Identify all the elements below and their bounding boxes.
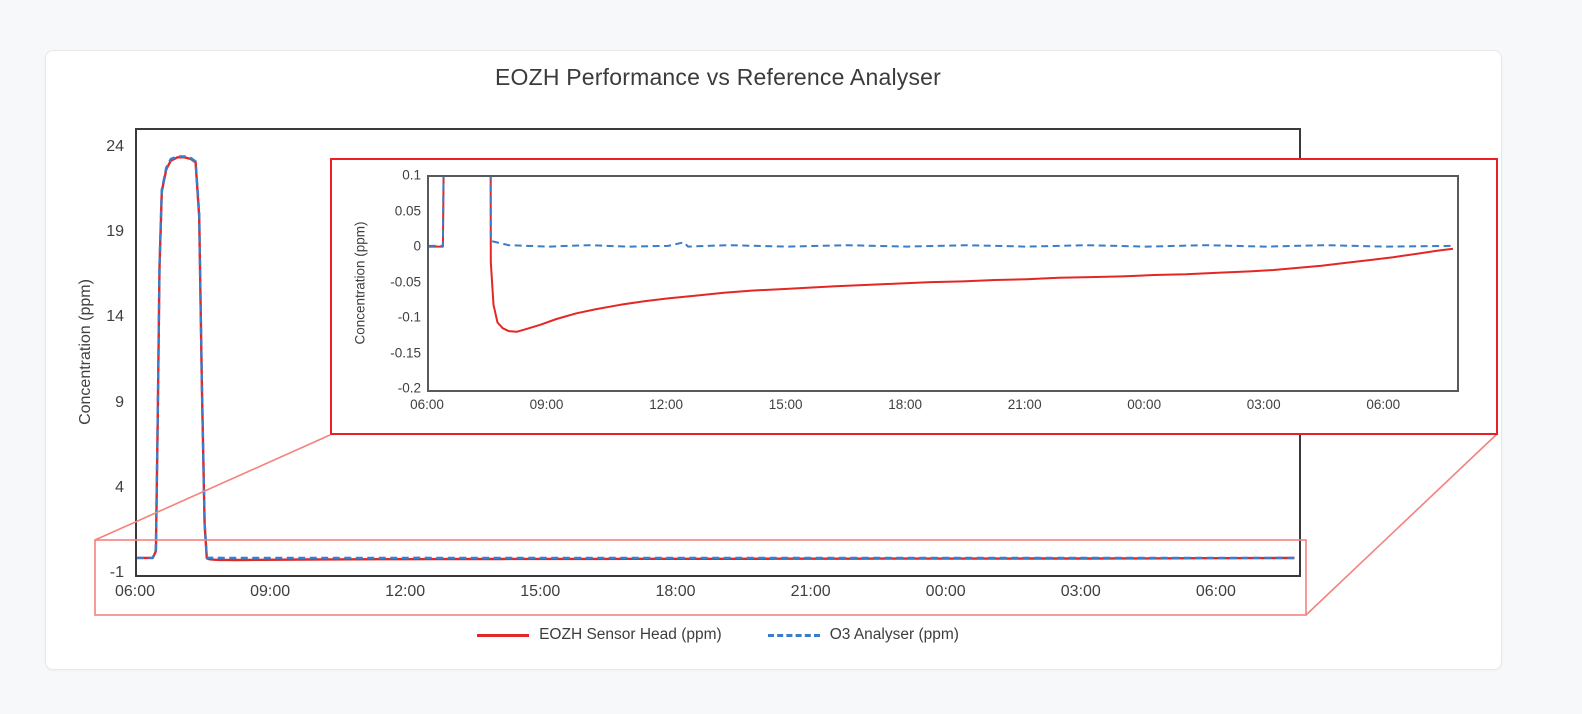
inset-y-tick-label: 0.05 [394, 203, 421, 218]
main-x-tick-label: 18:00 [655, 583, 696, 600]
inset-y-tick-label: 0.1 [402, 167, 421, 183]
main-x-axis-ticks: 06:00 09:00 12:00 15:00 18:00 21:00 00:00 03:00… [115, 583, 1301, 603]
main-y-tick-label: 14 [106, 308, 124, 326]
main-x-tick-label: 00:00 [925, 583, 966, 600]
legend-item-eozh: EOZH Sensor Head (ppm) [477, 626, 722, 644]
main-x-tick-label: 06:00 [1195, 583, 1236, 600]
main-y-tick-label: 9 [115, 393, 124, 411]
legend-label-o3: O3 Analyser (ppm) [829, 626, 959, 643]
inset-y-tick-label: 0 [413, 238, 421, 254]
inset-y-axis-ticks: 0.1 0.05 0 -0.05 -0.1 -0.15 -0.2 [372, 168, 424, 396]
main-y-tick-label: 19 [106, 223, 124, 240]
eozh-series-line [429, 177, 1454, 333]
main-y-tick-label: 24 [106, 137, 124, 155]
main-y-tick-label: -1 [109, 564, 124, 581]
main-x-tick-label: 15:00 [520, 583, 561, 600]
main-x-tick-label: 06:00 [114, 583, 156, 600]
inset-x-tick-label: 00:00 [1127, 397, 1162, 412]
main-x-tick-label: 09:00 [250, 583, 291, 600]
main-x-tick-label: 12:00 [385, 583, 426, 600]
inset-x-tick-label: 12:00 [649, 397, 683, 412]
legend-label-eozh: EOZH Sensor Head (ppm) [539, 626, 722, 643]
chart-title: EOZH Performance vs Reference Analyser [494, 64, 942, 90]
inset-x-tick-label: 18:00 [888, 397, 922, 412]
inset-y-tick-label: -0.05 [390, 274, 421, 289]
inset-y-tick-label: -0.15 [390, 345, 421, 360]
inset-x-tick-label: 03:00 [1246, 397, 1281, 412]
legend-item-o3: O3 Analyser (ppm) [767, 626, 959, 644]
main-x-tick-label: 21:00 [790, 583, 831, 600]
inset-zoom-box: Concentration (ppm) 0.1 0.05 0 -0.05 -0.1 -0.… [330, 158, 1498, 435]
eozh-line-swatch-icon [477, 633, 530, 637]
inset-x-axis-ticks: 06:00 09:00 12:00 15:00 18:00 21:00 00:00 03:00… [410, 397, 1459, 415]
inset-x-tick-label: 06:00 [1366, 397, 1401, 412]
inset-plot-area [427, 175, 1459, 392]
inset-series-canvas [429, 177, 1454, 333]
inset-y-tick-label: -0.2 [397, 380, 421, 396]
main-y-axis-ticks: 24 19 14 9 4 -1 [58, 128, 124, 581]
inset-y-axis-label: Concentration (ppm) [352, 221, 368, 345]
inset-x-tick-label: 06:00 [410, 397, 444, 412]
inset-x-tick-label: 15:00 [768, 397, 803, 412]
chart-legend: EOZH Sensor Head (ppm) O3 Analyser (ppm) [135, 626, 1301, 644]
main-x-tick-label: 03:00 [1060, 583, 1101, 600]
o3-line-swatch-icon [767, 633, 820, 637]
inset-x-tick-label: 09:00 [529, 397, 564, 412]
main-y-tick-label: 4 [115, 478, 124, 496]
inset-x-tick-label: 21:00 [1007, 397, 1042, 412]
o3-series-line [429, 177, 1454, 248]
inset-y-tick-label: -0.1 [397, 309, 421, 325]
